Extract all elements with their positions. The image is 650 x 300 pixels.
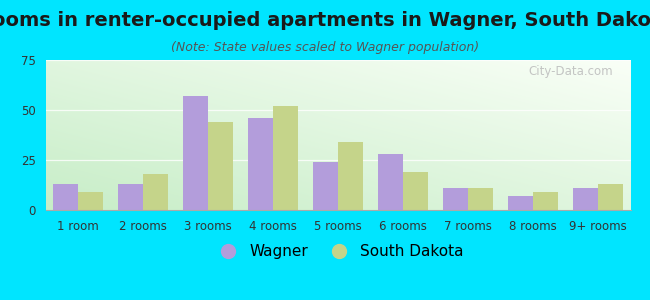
Bar xyxy=(183,96,208,210)
Bar xyxy=(273,106,298,210)
Text: Rooms in renter-occupied apartments in Wagner, South Dakota: Rooms in renter-occupied apartments in W… xyxy=(0,11,650,29)
Bar xyxy=(338,142,363,210)
Bar xyxy=(573,188,598,210)
Text: City-Data.com: City-Data.com xyxy=(528,64,613,77)
Bar xyxy=(313,162,338,210)
Text: (Note: State values scaled to Wagner population): (Note: State values scaled to Wagner pop… xyxy=(171,40,479,53)
Bar xyxy=(468,188,493,210)
Bar xyxy=(248,118,273,210)
Bar xyxy=(378,154,403,210)
Bar xyxy=(78,192,103,210)
Bar xyxy=(508,196,533,210)
Bar xyxy=(443,188,468,210)
Bar xyxy=(53,184,78,210)
Bar xyxy=(143,174,168,210)
Bar xyxy=(208,122,233,210)
Bar xyxy=(533,192,558,210)
Bar xyxy=(118,184,143,210)
Bar xyxy=(598,184,623,210)
Legend: Wagner, South Dakota: Wagner, South Dakota xyxy=(207,238,469,266)
Bar xyxy=(403,172,428,210)
